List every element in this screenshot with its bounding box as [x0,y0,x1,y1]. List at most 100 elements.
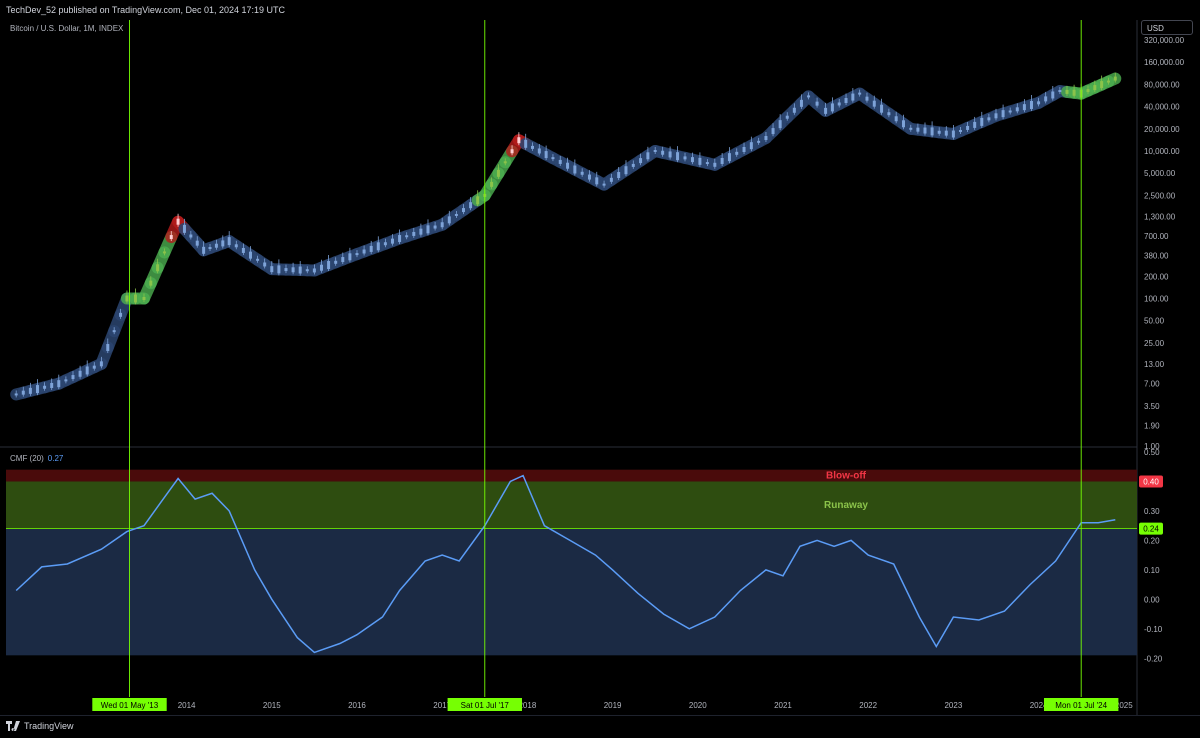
candle-body [189,235,192,238]
candle-body [684,156,687,159]
candle-body [370,246,373,252]
candle-body [202,247,205,254]
candle-body [938,131,941,134]
candle-body [1009,110,1012,112]
candle-body [923,128,926,134]
candle-body [119,313,122,317]
candle-body [880,105,883,113]
candle-body [838,102,841,105]
candle-body [348,253,351,260]
price-tick-label: 700.00 [1144,232,1169,241]
cmf-tick-label: 0.00 [1144,595,1160,604]
candle-body [646,152,649,159]
candle-body [669,151,672,157]
cmf-tick-label: 0.10 [1144,566,1160,575]
candle-body [824,108,827,114]
candle-body [517,137,520,143]
candle-body [851,94,854,101]
cmf-tick-label: 0.20 [1144,536,1160,545]
cmf-neutral-zone [6,529,1137,656]
candle-body [706,162,709,164]
candle-body [1114,77,1117,81]
candle-body [183,225,186,233]
candle-body [249,252,252,259]
price-tick-label: 1,300.00 [1144,212,1176,221]
indicator-legend: CMF (20)0.27 [10,454,63,463]
candle-body [713,163,716,167]
candle-body [391,239,394,244]
footer: TradingView [0,715,1200,738]
candle-body [170,235,173,239]
candle-body [36,385,39,393]
candle-body [786,116,789,119]
time-tick-label: 2019 [604,701,622,710]
candle-body [566,163,569,169]
runaway-zone [6,481,1137,528]
candle-body [177,219,180,225]
candle-body [292,267,295,272]
candle-body [426,225,429,233]
candle-body [235,244,238,247]
price-tick-label: 380.00 [1144,252,1169,261]
candle-body [916,128,919,132]
candle-body [538,148,541,153]
candle-body [909,128,912,130]
candle-body [441,222,444,227]
candle-body [196,241,199,246]
candle-body [524,140,527,148]
candle-body [125,296,128,302]
candle-body [256,259,259,261]
candle-body [504,161,507,163]
candle-body [816,102,819,106]
candle-body [299,267,302,274]
candle-body [639,158,642,163]
cmf-tick-label: 0.30 [1144,507,1160,516]
candle-body [320,265,323,271]
candle-body [100,361,103,366]
candle-body [980,118,983,126]
candle-body [134,295,137,303]
candle-body [1037,101,1040,104]
candle-body [156,264,159,271]
candle-body [902,120,905,127]
candle-body [57,380,60,387]
candle-body [149,281,152,286]
candle-body [462,208,465,212]
candle-body [228,237,231,245]
candle-body [750,142,753,149]
candle-body [163,251,166,253]
candle-body [313,268,316,272]
candle-body [113,330,116,332]
price-tick-label: 7.00 [1144,380,1160,389]
time-tick-label: 2016 [348,701,366,710]
price-tick-label: 160,000.00 [1144,58,1185,67]
cmf-axis: 0.500.300.200.100.00-0.10-0.200.400.24 [1139,448,1163,663]
symbol-title: Bitcoin / U.S. Dollar, 1M, INDEX [10,24,123,33]
candle-body [377,242,380,250]
zone-label-runaway: Runaway [824,500,868,511]
candle-body [551,157,554,159]
currency-button[interactable]: USD [1141,20,1193,35]
candle-body [1073,90,1076,96]
candle-body [581,172,584,175]
time-tick-label: 2022 [859,701,877,710]
candle-body [661,151,664,155]
candle-body [434,226,437,229]
candle-body [800,100,803,107]
candle-body [242,248,245,253]
candle-body [448,216,451,223]
candle-body [952,131,955,138]
candle-body [603,184,606,186]
level-badge-024-text: 0.24 [1143,525,1159,534]
candle-body [691,157,694,162]
price-tick-label: 13.00 [1144,360,1165,369]
zone-label-blowoff: Blow-off [826,471,867,482]
candle-body [355,253,358,255]
candle-body [743,147,746,152]
candle-body [142,297,145,300]
cmf-tick-label: -0.20 [1144,654,1163,663]
candle-body [757,141,760,143]
candle-body [405,235,408,237]
candle-body [1030,101,1033,109]
